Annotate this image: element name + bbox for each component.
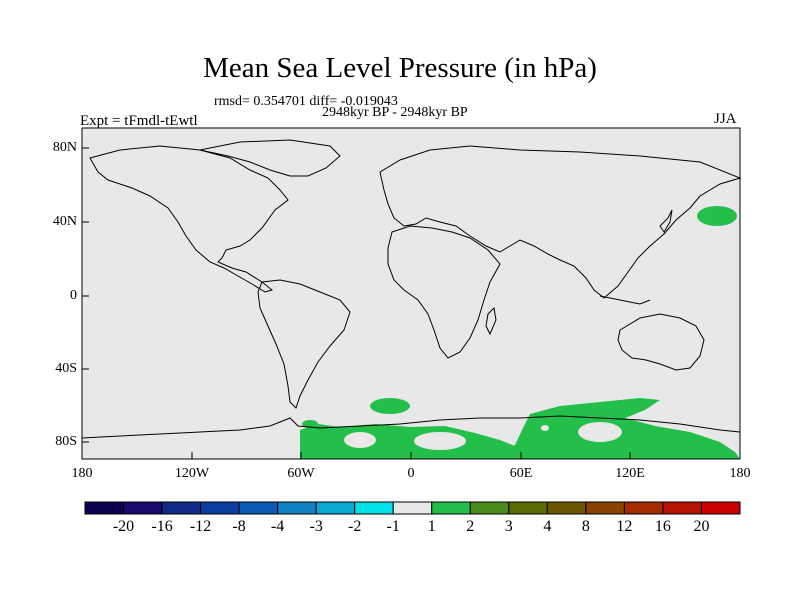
lon-label-0: 0 <box>407 466 415 481</box>
colorbar-box <box>354 501 394 515</box>
colorbar-box <box>392 501 433 515</box>
anomaly-holes <box>344 422 622 450</box>
colorbar-label: -1 <box>386 518 400 535</box>
colorbar-box <box>161 501 202 515</box>
map-title: Mean Sea Level Pressure (in hPa) <box>203 52 597 84</box>
coast-eurasia <box>379 145 742 299</box>
colorbar-box <box>123 501 163 515</box>
coast-australia <box>617 313 705 371</box>
axis-ticks <box>81 147 741 459</box>
lon-label-120w: 120W <box>174 466 210 481</box>
colorbar-box <box>431 501 471 515</box>
coast-greenland <box>199 139 341 177</box>
colorbar-label: 3 <box>504 518 513 535</box>
colorbar-box <box>662 501 702 515</box>
lat-label-80n: 80N <box>52 140 77 155</box>
colorbar-box <box>238 501 279 515</box>
coast-africa <box>387 225 501 359</box>
colorbar-box <box>277 501 317 515</box>
colorbar-label: 20 <box>693 518 710 535</box>
lon-label-180w: 180 <box>71 466 93 481</box>
colorbar-label: -8 <box>232 518 246 535</box>
lat-label-80s: 80S <box>55 434 77 449</box>
experiment-label: Expt = tFmdl-tEwtl <box>80 113 198 129</box>
lon-label-180e: 180 <box>729 466 751 481</box>
colorbar-box <box>469 501 510 515</box>
colorbar-label: 12 <box>616 518 633 535</box>
coast-madagascar <box>485 306 497 336</box>
period-label: 2948kyr BP - 2948kyr BP <box>322 105 468 120</box>
colorbar-label: -3 <box>309 518 323 535</box>
lat-label-0: 0 <box>70 288 77 303</box>
lon-label-60e: 60E <box>509 466 533 481</box>
colorbar-label: 4 <box>543 518 552 535</box>
stats-text: rmsd= 0.354701 diff= -0.019043 <box>214 94 398 109</box>
colorbar-label: 16 <box>654 518 671 535</box>
colorbar-label: 2 <box>466 518 475 535</box>
colorbar-box <box>200 501 240 515</box>
colorbar-box <box>508 501 548 515</box>
anomaly-region-small <box>302 420 318 428</box>
anomaly-region-north-pacific <box>697 206 737 226</box>
lat-label-40s: 40S <box>55 361 77 376</box>
colorbar-label: -12 <box>189 518 212 535</box>
colorbar <box>84 501 741 515</box>
season-label: JJA <box>714 111 737 127</box>
lon-label-120e: 120E <box>615 466 645 481</box>
coast-japan <box>659 209 673 233</box>
anomaly-region-south-atlantic <box>370 398 410 414</box>
colorbar-box <box>585 501 625 515</box>
coast-antarctica <box>81 415 741 439</box>
colorbar-label: 8 <box>581 518 590 535</box>
colorbar-box <box>315 501 356 515</box>
colorbar-box <box>700 501 741 515</box>
colorbar-label: 1 <box>427 518 436 535</box>
coast-north-america <box>89 145 289 293</box>
coastlines <box>81 139 742 439</box>
colorbar-box <box>623 501 664 515</box>
colorbar-box <box>546 501 587 515</box>
colorbar-label: -2 <box>348 518 362 535</box>
lat-label-40n: 40N <box>52 214 77 229</box>
colorbar-label: -4 <box>270 518 285 535</box>
coast-indonesia <box>599 295 651 305</box>
colorbar-label: -16 <box>151 518 173 535</box>
lon-label-60w: 60W <box>287 466 315 481</box>
colorbar-box <box>84 501 125 515</box>
colorbar-label: -20 <box>112 518 135 535</box>
coast-south-america <box>257 279 351 409</box>
